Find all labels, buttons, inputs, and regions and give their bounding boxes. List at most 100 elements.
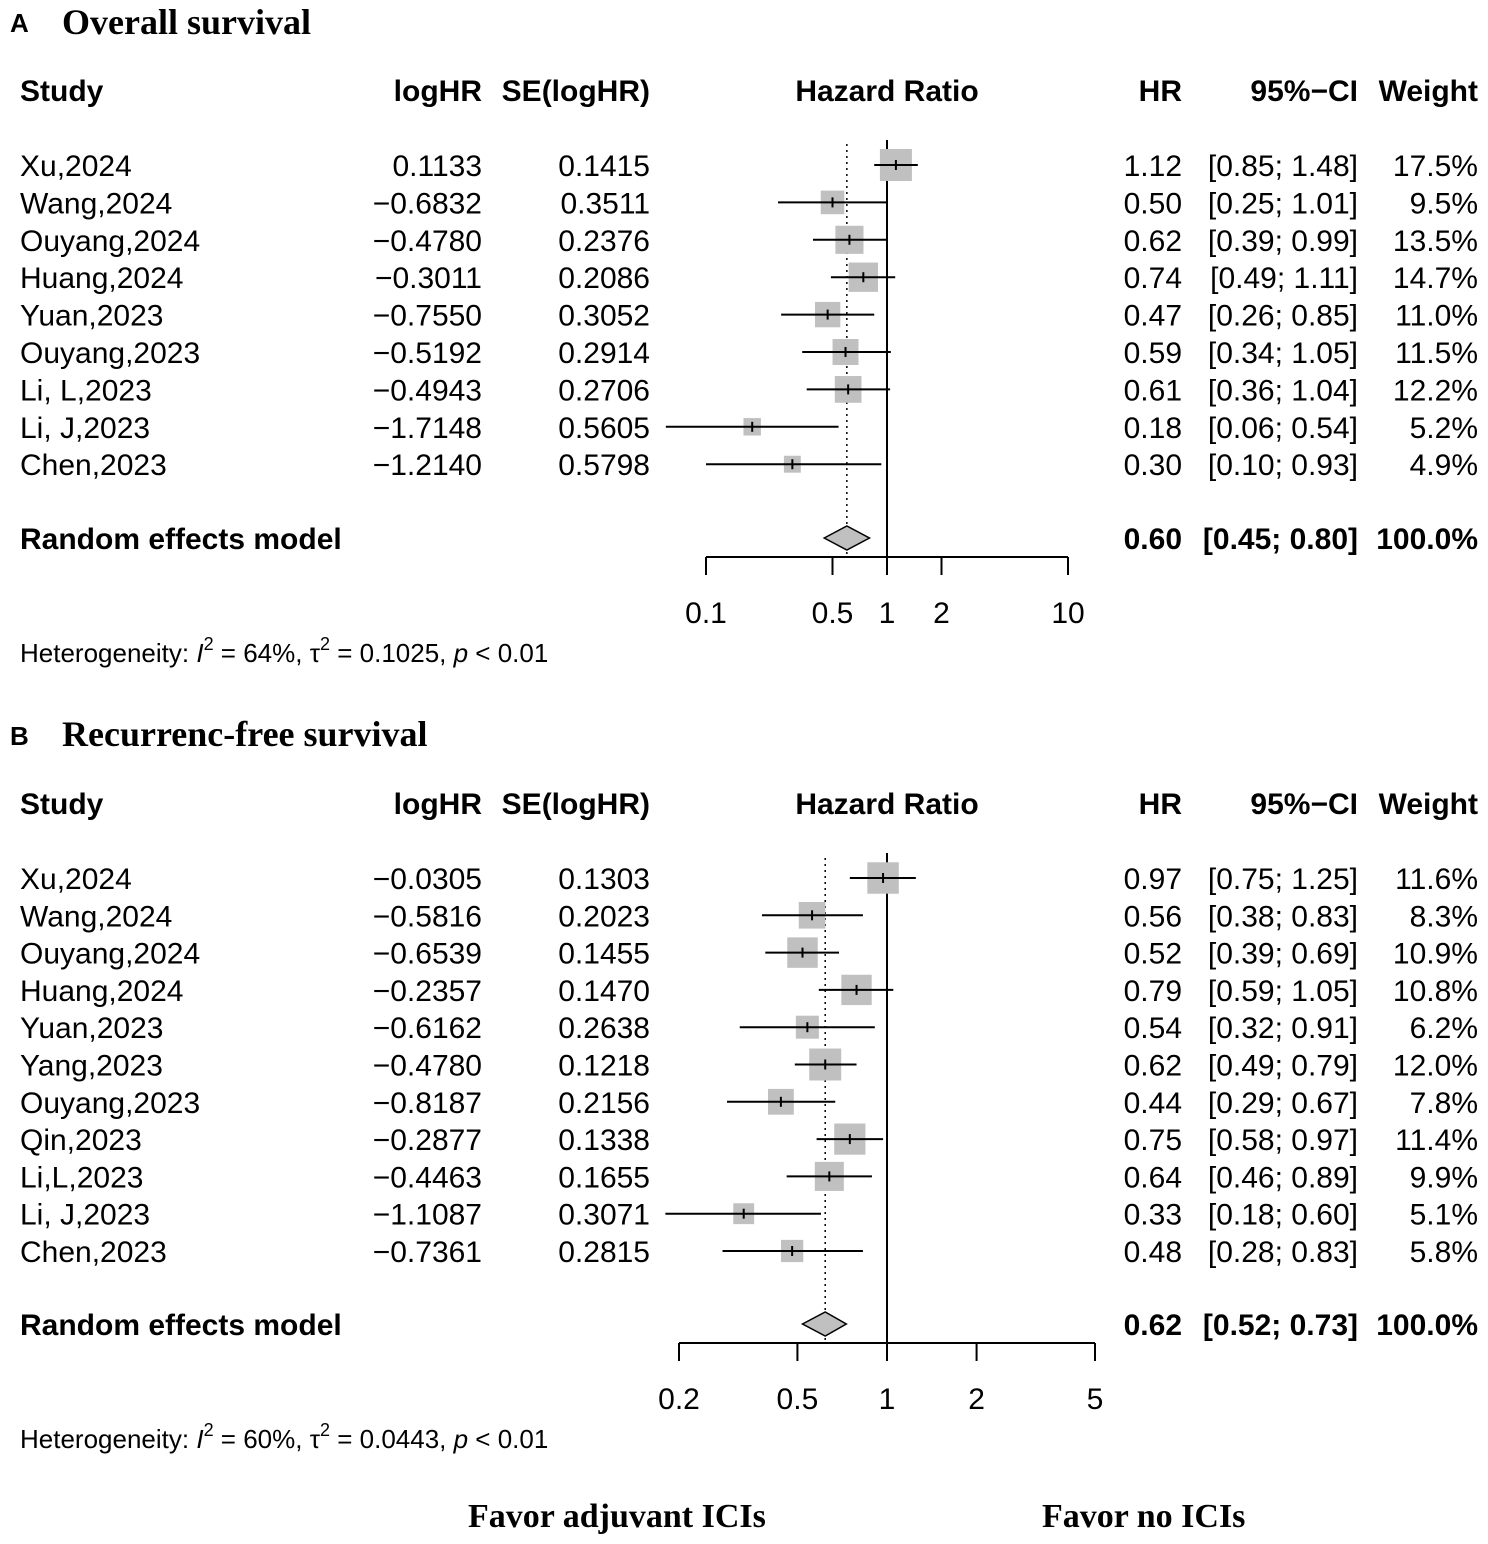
x-axis-tick-label: 0.2: [658, 1383, 700, 1416]
panel-label: B: [10, 721, 29, 751]
study-se: 0.2815: [558, 1236, 650, 1269]
study-hr: 0.74: [1124, 262, 1182, 295]
x-axis-tick-label: 1: [879, 597, 896, 630]
study-loghr: −0.5816: [373, 900, 482, 933]
study-hr: 0.52: [1124, 938, 1182, 971]
heterogeneity-sup: 2: [320, 634, 330, 654]
column-header-hr: HR: [1139, 75, 1183, 108]
study-se: 0.3511: [560, 187, 650, 220]
study-ci: [0.26; 0.85]: [1208, 300, 1358, 333]
study-loghr: −0.6162: [373, 1012, 482, 1045]
heterogeneity-statistic: Heterogeneity: I2 = 60%, τ2 = 0.0443, p …: [20, 1420, 548, 1454]
study-loghr: −0.7361: [373, 1236, 482, 1269]
study-ci: [0.18; 0.60]: [1208, 1199, 1358, 1232]
column-header-study: Study: [20, 788, 104, 821]
study-name: Wang,2024: [20, 187, 172, 220]
column-header-loghr: logHR: [394, 75, 483, 108]
study-name: Yang,2023: [20, 1050, 163, 1083]
study-ci: [0.25; 1.01]: [1208, 187, 1358, 220]
study-name: Ouyang,2023: [20, 1087, 200, 1120]
panel-label: A: [10, 8, 29, 38]
pooled-weight: 100.0%: [1376, 523, 1478, 556]
study-loghr: −0.7550: [373, 300, 482, 333]
column-header-se: SE(logHR): [502, 75, 650, 108]
study-name: Li, J,2023: [20, 412, 150, 445]
study-loghr: −0.2357: [373, 975, 482, 1008]
column-header-hr: HR: [1139, 788, 1183, 821]
study-loghr: −0.4780: [373, 225, 482, 258]
x-axis-tick-label: 0.5: [777, 1383, 819, 1416]
study-weight: 5.8%: [1410, 1236, 1478, 1269]
study-loghr: −0.4463: [373, 1161, 482, 1194]
column-header-hazard-ratio: Hazard Ratio: [795, 788, 978, 821]
study-ci: [0.29; 0.67]: [1208, 1087, 1358, 1120]
study-weight: 5.1%: [1410, 1199, 1478, 1232]
study-se: 0.2914: [558, 337, 650, 370]
study-hr: 1.12: [1124, 150, 1182, 183]
heterogeneity-i2-value: = 64%,: [214, 638, 310, 668]
pooled-hr: 0.60: [1124, 523, 1182, 556]
x-axis-tick-label: 5: [1087, 1383, 1104, 1416]
column-header-weight: Weight: [1379, 788, 1478, 821]
pooled-hr: 0.62: [1124, 1309, 1182, 1342]
study-name: Huang,2024: [20, 262, 183, 295]
study-weight: 10.8%: [1393, 975, 1478, 1008]
pooled-diamond: [800, 1311, 848, 1337]
study-weight: 13.5%: [1393, 225, 1478, 258]
study-se: 0.1415: [558, 150, 650, 183]
panel-title: Overall survival: [62, 2, 311, 42]
footer-left-label: Favor adjuvant ICIs: [468, 1498, 766, 1535]
study-ci: [0.59; 1.05]: [1208, 975, 1358, 1008]
study-weight: 7.8%: [1410, 1087, 1478, 1120]
study-name: Li, L,2023: [20, 374, 152, 407]
study-weight: 6.2%: [1410, 1012, 1478, 1045]
footer-right-label: Favor no ICIs: [1042, 1498, 1245, 1535]
column-header-study: Study: [20, 75, 104, 108]
pooled-weight: 100.0%: [1376, 1309, 1478, 1342]
study-se: 0.2638: [558, 1012, 650, 1045]
study-name: Ouyang,2023: [20, 337, 200, 370]
study-se: 0.5605: [558, 412, 650, 445]
heterogeneity-p-symbol: p: [453, 1424, 468, 1454]
study-weight: 11.6%: [1395, 863, 1478, 896]
study-loghr: −0.8187: [373, 1087, 482, 1120]
study-weight: 10.9%: [1393, 938, 1478, 971]
panel-title: Recurrenc-free survival: [62, 714, 428, 754]
study-ci: [0.58; 0.97]: [1208, 1124, 1358, 1157]
study-hr: 0.79: [1124, 975, 1182, 1008]
study-ci: [0.34; 1.05]: [1208, 337, 1358, 370]
x-axis-tick-label: 0.1: [685, 597, 727, 630]
x-axis-tick-label: 2: [968, 1383, 985, 1416]
study-hr: 0.62: [1124, 1050, 1182, 1083]
x-axis-tick-label: 1: [879, 1383, 896, 1416]
study-weight: 5.2%: [1410, 412, 1478, 445]
x-axis-tick-label: 0.5: [812, 597, 854, 630]
study-se: 0.2706: [558, 374, 650, 407]
study-name: Yuan,2023: [20, 1012, 163, 1045]
column-header-se: SE(logHR): [502, 788, 650, 821]
forest-panel-a: A Overall survival Study logHR SE(logHR) Haza…: [10, 2, 1478, 668]
x-axis-tick-label: 2: [933, 597, 950, 630]
heterogeneity-p-value: < 0.01: [468, 1424, 548, 1454]
study-name: Huang,2024: [20, 975, 183, 1008]
study-se: 0.2086: [558, 262, 650, 295]
study-name: Ouyang,2024: [20, 938, 200, 971]
column-header-ci: 95%−CI: [1250, 788, 1358, 821]
study-hr: 0.61: [1124, 374, 1182, 407]
study-loghr: −1.2140: [373, 449, 482, 482]
study-name: Chen,2023: [20, 1236, 167, 1269]
study-se: 0.1218: [558, 1050, 650, 1083]
study-loghr: −0.0305: [373, 863, 482, 896]
study-ci: [0.39; 0.99]: [1208, 225, 1358, 258]
study-hr: 0.54: [1124, 1012, 1182, 1045]
study-hr: 0.97: [1124, 863, 1182, 896]
study-hr: 0.18: [1124, 412, 1182, 445]
study-se: 0.1455: [558, 938, 650, 971]
study-loghr: −0.5192: [373, 337, 482, 370]
study-hr: 0.44: [1124, 1087, 1182, 1120]
study-loghr: −0.3011: [375, 262, 482, 295]
study-ci: [0.28; 0.83]: [1208, 1236, 1358, 1269]
study-loghr: 0.1133: [392, 150, 482, 183]
heterogeneity-i2-symbol: I: [196, 638, 203, 668]
heterogeneity-sup: 2: [320, 1420, 330, 1440]
